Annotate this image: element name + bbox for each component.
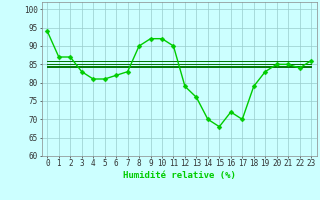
X-axis label: Humidité relative (%): Humidité relative (%) — [123, 171, 236, 180]
